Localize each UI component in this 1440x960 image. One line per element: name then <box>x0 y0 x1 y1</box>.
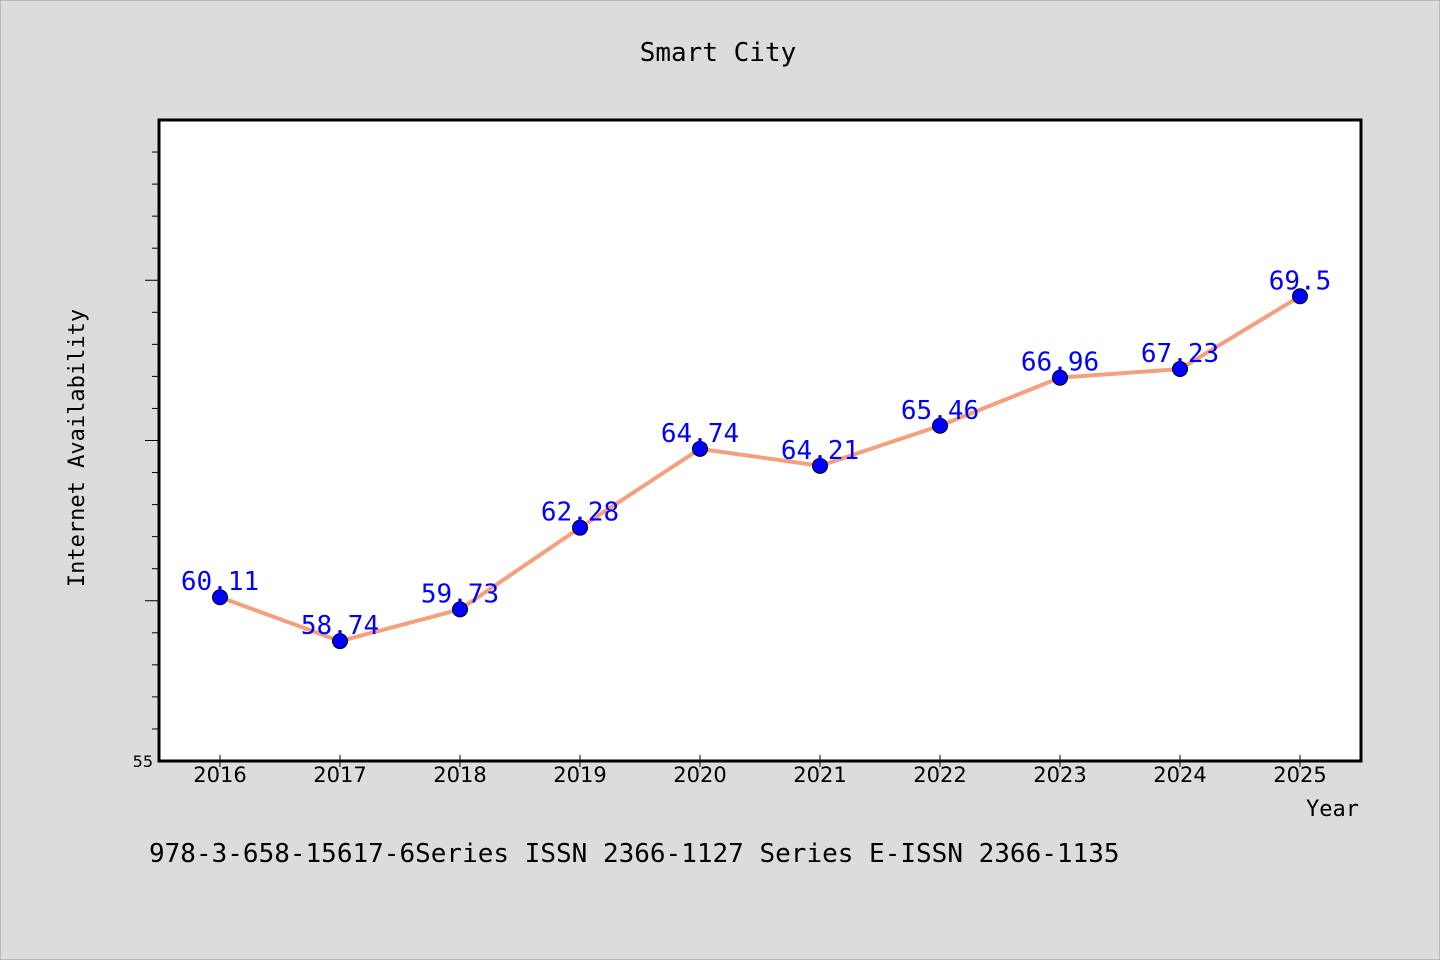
data-label: 60.11 <box>181 567 259 597</box>
data-point <box>572 519 588 536</box>
y-tick-label: 55 <box>133 752 153 771</box>
y-axis-label: Internet Availability <box>65 309 90 587</box>
x-tick-label: 2019 <box>553 763 606 787</box>
data-label: 69.5 <box>1269 266 1332 296</box>
data-label: 67.23 <box>1141 339 1219 369</box>
data-label: 59.73 <box>421 579 499 609</box>
x-tick-label: 2020 <box>673 763 726 787</box>
data-label: 64.21 <box>781 436 859 466</box>
x-axis-ticks: 2016 2017 2018 2019 2020 2021 2022 2023 2024 2025 <box>193 755 1327 787</box>
x-tick-label: 2021 <box>793 763 846 787</box>
data-point <box>692 440 708 457</box>
series-line <box>218 294 1302 644</box>
x-tick-label: 2022 <box>913 763 966 787</box>
plot-area <box>157 118 1363 763</box>
data-label: 66.96 <box>1021 348 1099 378</box>
x-tick-label: 2017 <box>313 763 366 787</box>
x-tick-label: 2024 <box>1153 763 1206 787</box>
data-label: 58.74 <box>301 611 379 641</box>
data-point <box>452 601 468 618</box>
data-point <box>212 589 228 606</box>
data-label: 65.46 <box>901 396 979 426</box>
data-point <box>1052 369 1068 386</box>
x-tick-label: 2025 <box>1273 763 1326 787</box>
x-tick-label: 2023 <box>1033 763 1086 787</box>
chart-title: Smart City <box>640 38 797 68</box>
data-point <box>1292 288 1308 305</box>
data-point <box>332 633 348 650</box>
data-label: 62.28 <box>541 498 619 528</box>
data-label: 64.74 <box>661 419 739 449</box>
series-group: 60.11 58.74 59.73 62.28 64.74 64.21 65.46 66.96… <box>181 266 1332 650</box>
data-point <box>1172 361 1188 378</box>
y-axis-ticks <box>145 151 159 730</box>
x-axis-label: Year <box>1306 797 1359 822</box>
x-tick-label: 2018 <box>433 763 486 787</box>
data-point <box>812 457 828 474</box>
footer-text: 978-3-658-15617-6Series ISSN 2366-1127 S… <box>149 839 1120 869</box>
x-tick-label: 2016 <box>193 763 246 787</box>
data-point <box>932 417 948 434</box>
